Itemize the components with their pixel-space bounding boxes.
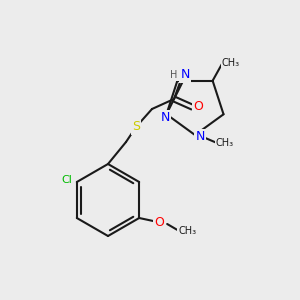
Text: CH₃: CH₃ [222,58,240,68]
Text: S: S [132,121,140,134]
Text: N: N [195,130,205,143]
Text: N: N [180,68,190,82]
Text: O: O [154,217,164,230]
Text: Cl: Cl [61,175,72,185]
Text: CH₃: CH₃ [178,226,196,236]
Text: O: O [193,100,203,113]
Text: CH₃: CH₃ [216,138,234,148]
Text: N: N [161,111,170,124]
Text: H: H [170,70,178,80]
